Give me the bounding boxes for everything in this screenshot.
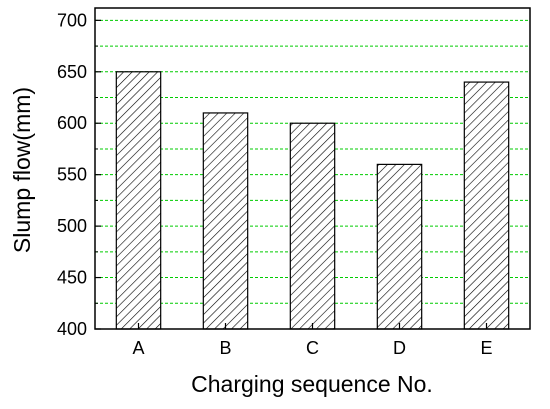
y-axis-title: Slump flow(mm) xyxy=(9,87,35,253)
y-tick-label: 550 xyxy=(57,165,87,185)
y-tick-label: 650 xyxy=(57,62,87,82)
y-tick-label: 450 xyxy=(57,268,87,288)
plot-frame xyxy=(94,7,531,330)
x-tick-label: B xyxy=(219,338,231,358)
y-tick-label: 500 xyxy=(57,216,87,236)
x-tick-label: D xyxy=(393,338,406,358)
y-tick-label: 400 xyxy=(57,319,87,339)
bar xyxy=(463,81,510,330)
x-tick-label: A xyxy=(132,338,144,358)
y-tick-label: 600 xyxy=(57,113,87,133)
x-axis-title: Charging sequence No. xyxy=(191,371,433,397)
bar xyxy=(376,163,423,330)
y-tick-label: 700 xyxy=(57,10,87,30)
bar xyxy=(202,112,249,330)
bar xyxy=(289,122,336,330)
bar xyxy=(115,71,162,330)
x-tick-label: C xyxy=(306,338,319,358)
x-tick-label: E xyxy=(480,338,492,358)
